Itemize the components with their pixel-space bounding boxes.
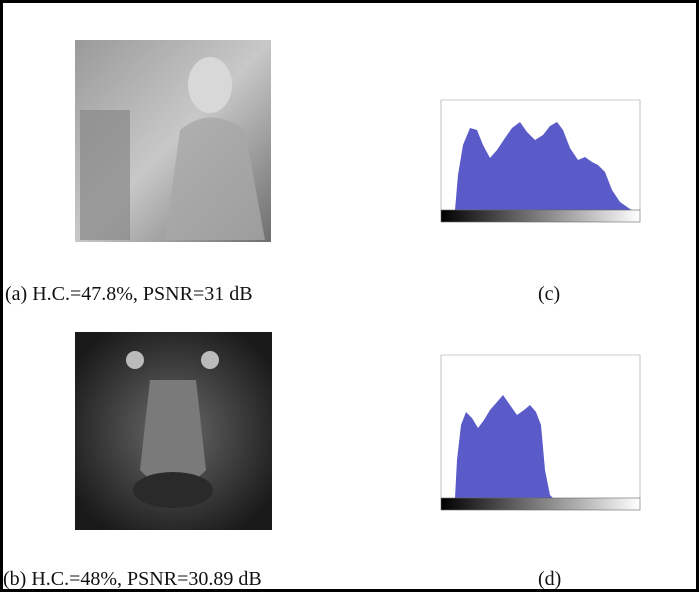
caption: (d) [538, 568, 561, 590]
histogram-d [440, 354, 641, 511]
image-baboon [75, 332, 272, 530]
caption: (c) [538, 283, 560, 305]
caption: (b) H.C.=48%, PSNR=30.89 dB [3, 568, 262, 590]
caption: (a) H.C.=47.8%, PSNR=31 dB [5, 283, 253, 305]
histogram-c [440, 99, 641, 223]
image-barbara [75, 40, 271, 242]
